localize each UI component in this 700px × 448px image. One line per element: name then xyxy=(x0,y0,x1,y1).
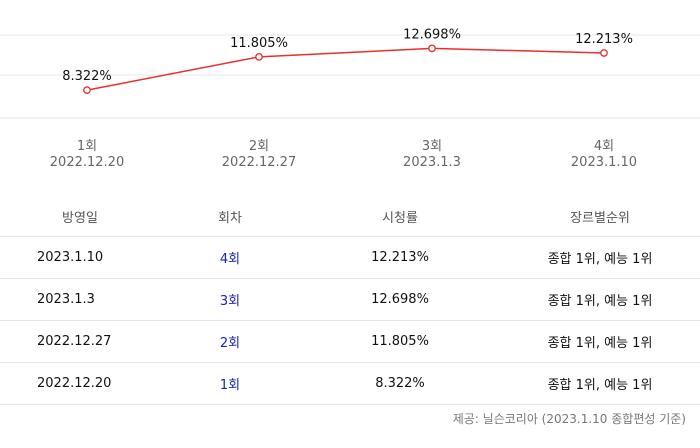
header-rating: 시청률 xyxy=(300,196,500,237)
x-tick-episode: 2회 xyxy=(249,139,269,154)
x-tick-date: 2022.12.20 xyxy=(50,155,124,170)
ratings-line-chart: 8.322% 11.805% 12.698% 12.213% 1회2022.12.20… xyxy=(0,27,700,170)
row-rank: 종합 1위, 예능 1위 xyxy=(500,236,700,279)
row-date: 2022.12.27 xyxy=(0,320,160,363)
row-rank: 종합 1위, 예능 1위 xyxy=(500,320,700,363)
header-broadcast-date: 방영일 xyxy=(0,196,160,237)
x-tick-episode: 1회 xyxy=(77,139,97,154)
data-point[interactable] xyxy=(83,86,91,94)
row-date: 2023.1.10 xyxy=(0,236,160,279)
table-row: 2022.12.27 2회 11.805% 종합 1위, 예능 1위 xyxy=(0,320,700,363)
data-label: 11.805% xyxy=(230,36,288,51)
row-date: 2023.1.3 xyxy=(0,278,160,321)
table-row: 2023.1.10 4회 12.213% 종합 1위, 예능 1위 xyxy=(0,236,700,279)
header-genre-rank: 장르별순위 xyxy=(500,196,700,237)
x-tick-date: 2023.1.3 xyxy=(403,155,461,170)
row-rank: 종합 1위, 예능 1위 xyxy=(500,362,700,405)
data-point[interactable] xyxy=(255,53,263,61)
ratings-table-container: 방영일 회차 시청률 장르별순위 2023.1.10 4회 12.213% 종합… xyxy=(0,196,700,405)
table-header-row: 방영일 회차 시청률 장르별순위 xyxy=(0,196,700,237)
row-episode-link[interactable]: 3회 xyxy=(160,278,300,321)
series-line xyxy=(86,47,605,91)
ratings-table: 방영일 회차 시청률 장르별순위 2023.1.10 4회 12.213% 종합… xyxy=(0,196,700,405)
data-point[interactable] xyxy=(600,49,608,57)
x-tick-date: 2023.1.10 xyxy=(571,155,637,170)
row-episode-link[interactable]: 1회 xyxy=(160,362,300,405)
ratings-chart: 8.322% 11.805% 12.698% 12.213% 1회 2022.12.20… xyxy=(0,0,700,200)
data-point[interactable] xyxy=(428,44,436,53)
row-date: 2022.12.20 xyxy=(0,362,160,405)
row-rank: 종합 1위, 예능 1위 xyxy=(500,278,700,321)
x-tick-episode: 4회 xyxy=(594,139,614,154)
table-row: 2023.1.3 3회 12.698% 종합 1위, 예능 1위 xyxy=(0,278,700,321)
row-episode-link[interactable]: 4회 xyxy=(160,236,300,279)
x-tick-episode: 3회 xyxy=(422,139,442,154)
data-label: 12.213% xyxy=(575,32,633,47)
row-episode-link[interactable]: 2회 xyxy=(160,320,300,363)
row-rating: 12.698% xyxy=(300,278,500,321)
row-rating: 8.322% xyxy=(300,362,500,405)
header-episode: 회차 xyxy=(160,196,300,237)
x-tick-date: 2022.12.27 xyxy=(222,155,296,170)
source-note: 제공: 닐슨코리아 (2023.1.10 종합편성 기준) xyxy=(452,412,686,426)
row-rating: 12.213% xyxy=(300,236,500,279)
data-label: 8.322% xyxy=(62,69,112,84)
table-row: 2022.12.20 1회 8.322% 종합 1위, 예능 1위 xyxy=(0,362,700,405)
row-rating: 11.805% xyxy=(300,320,500,363)
data-label: 12.698% xyxy=(403,27,461,42)
